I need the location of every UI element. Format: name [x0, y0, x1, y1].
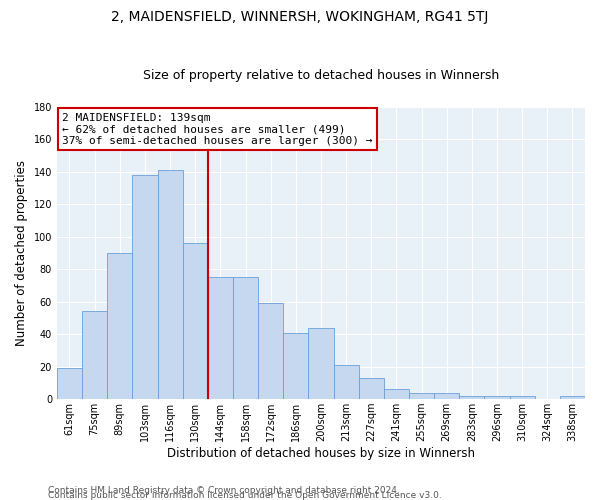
- Bar: [258, 304, 283, 399]
- Bar: [359, 378, 384, 399]
- Bar: [208, 278, 233, 399]
- Text: 2, MAIDENSFIELD, WINNERSH, WOKINGHAM, RG41 5TJ: 2, MAIDENSFIELD, WINNERSH, WOKINGHAM, RG…: [112, 10, 488, 24]
- Bar: [334, 365, 359, 399]
- Bar: [384, 390, 409, 399]
- Bar: [560, 396, 585, 399]
- Bar: [57, 368, 82, 399]
- Text: Contains public sector information licensed under the Open Government Licence v3: Contains public sector information licen…: [48, 491, 442, 500]
- Bar: [283, 332, 308, 399]
- Bar: [484, 396, 509, 399]
- Text: Contains HM Land Registry data © Crown copyright and database right 2024.: Contains HM Land Registry data © Crown c…: [48, 486, 400, 495]
- Text: 2 MAIDENSFIELD: 139sqm
← 62% of detached houses are smaller (499)
37% of semi-de: 2 MAIDENSFIELD: 139sqm ← 62% of detached…: [62, 112, 373, 146]
- X-axis label: Distribution of detached houses by size in Winnersh: Distribution of detached houses by size …: [167, 447, 475, 460]
- Bar: [509, 396, 535, 399]
- Bar: [182, 243, 208, 399]
- Bar: [107, 253, 133, 399]
- Bar: [434, 392, 459, 399]
- Bar: [82, 312, 107, 399]
- Y-axis label: Number of detached properties: Number of detached properties: [15, 160, 28, 346]
- Bar: [233, 278, 258, 399]
- Bar: [459, 396, 484, 399]
- Bar: [308, 328, 334, 399]
- Bar: [409, 392, 434, 399]
- Title: Size of property relative to detached houses in Winnersh: Size of property relative to detached ho…: [143, 69, 499, 82]
- Bar: [133, 175, 158, 399]
- Bar: [158, 170, 182, 399]
